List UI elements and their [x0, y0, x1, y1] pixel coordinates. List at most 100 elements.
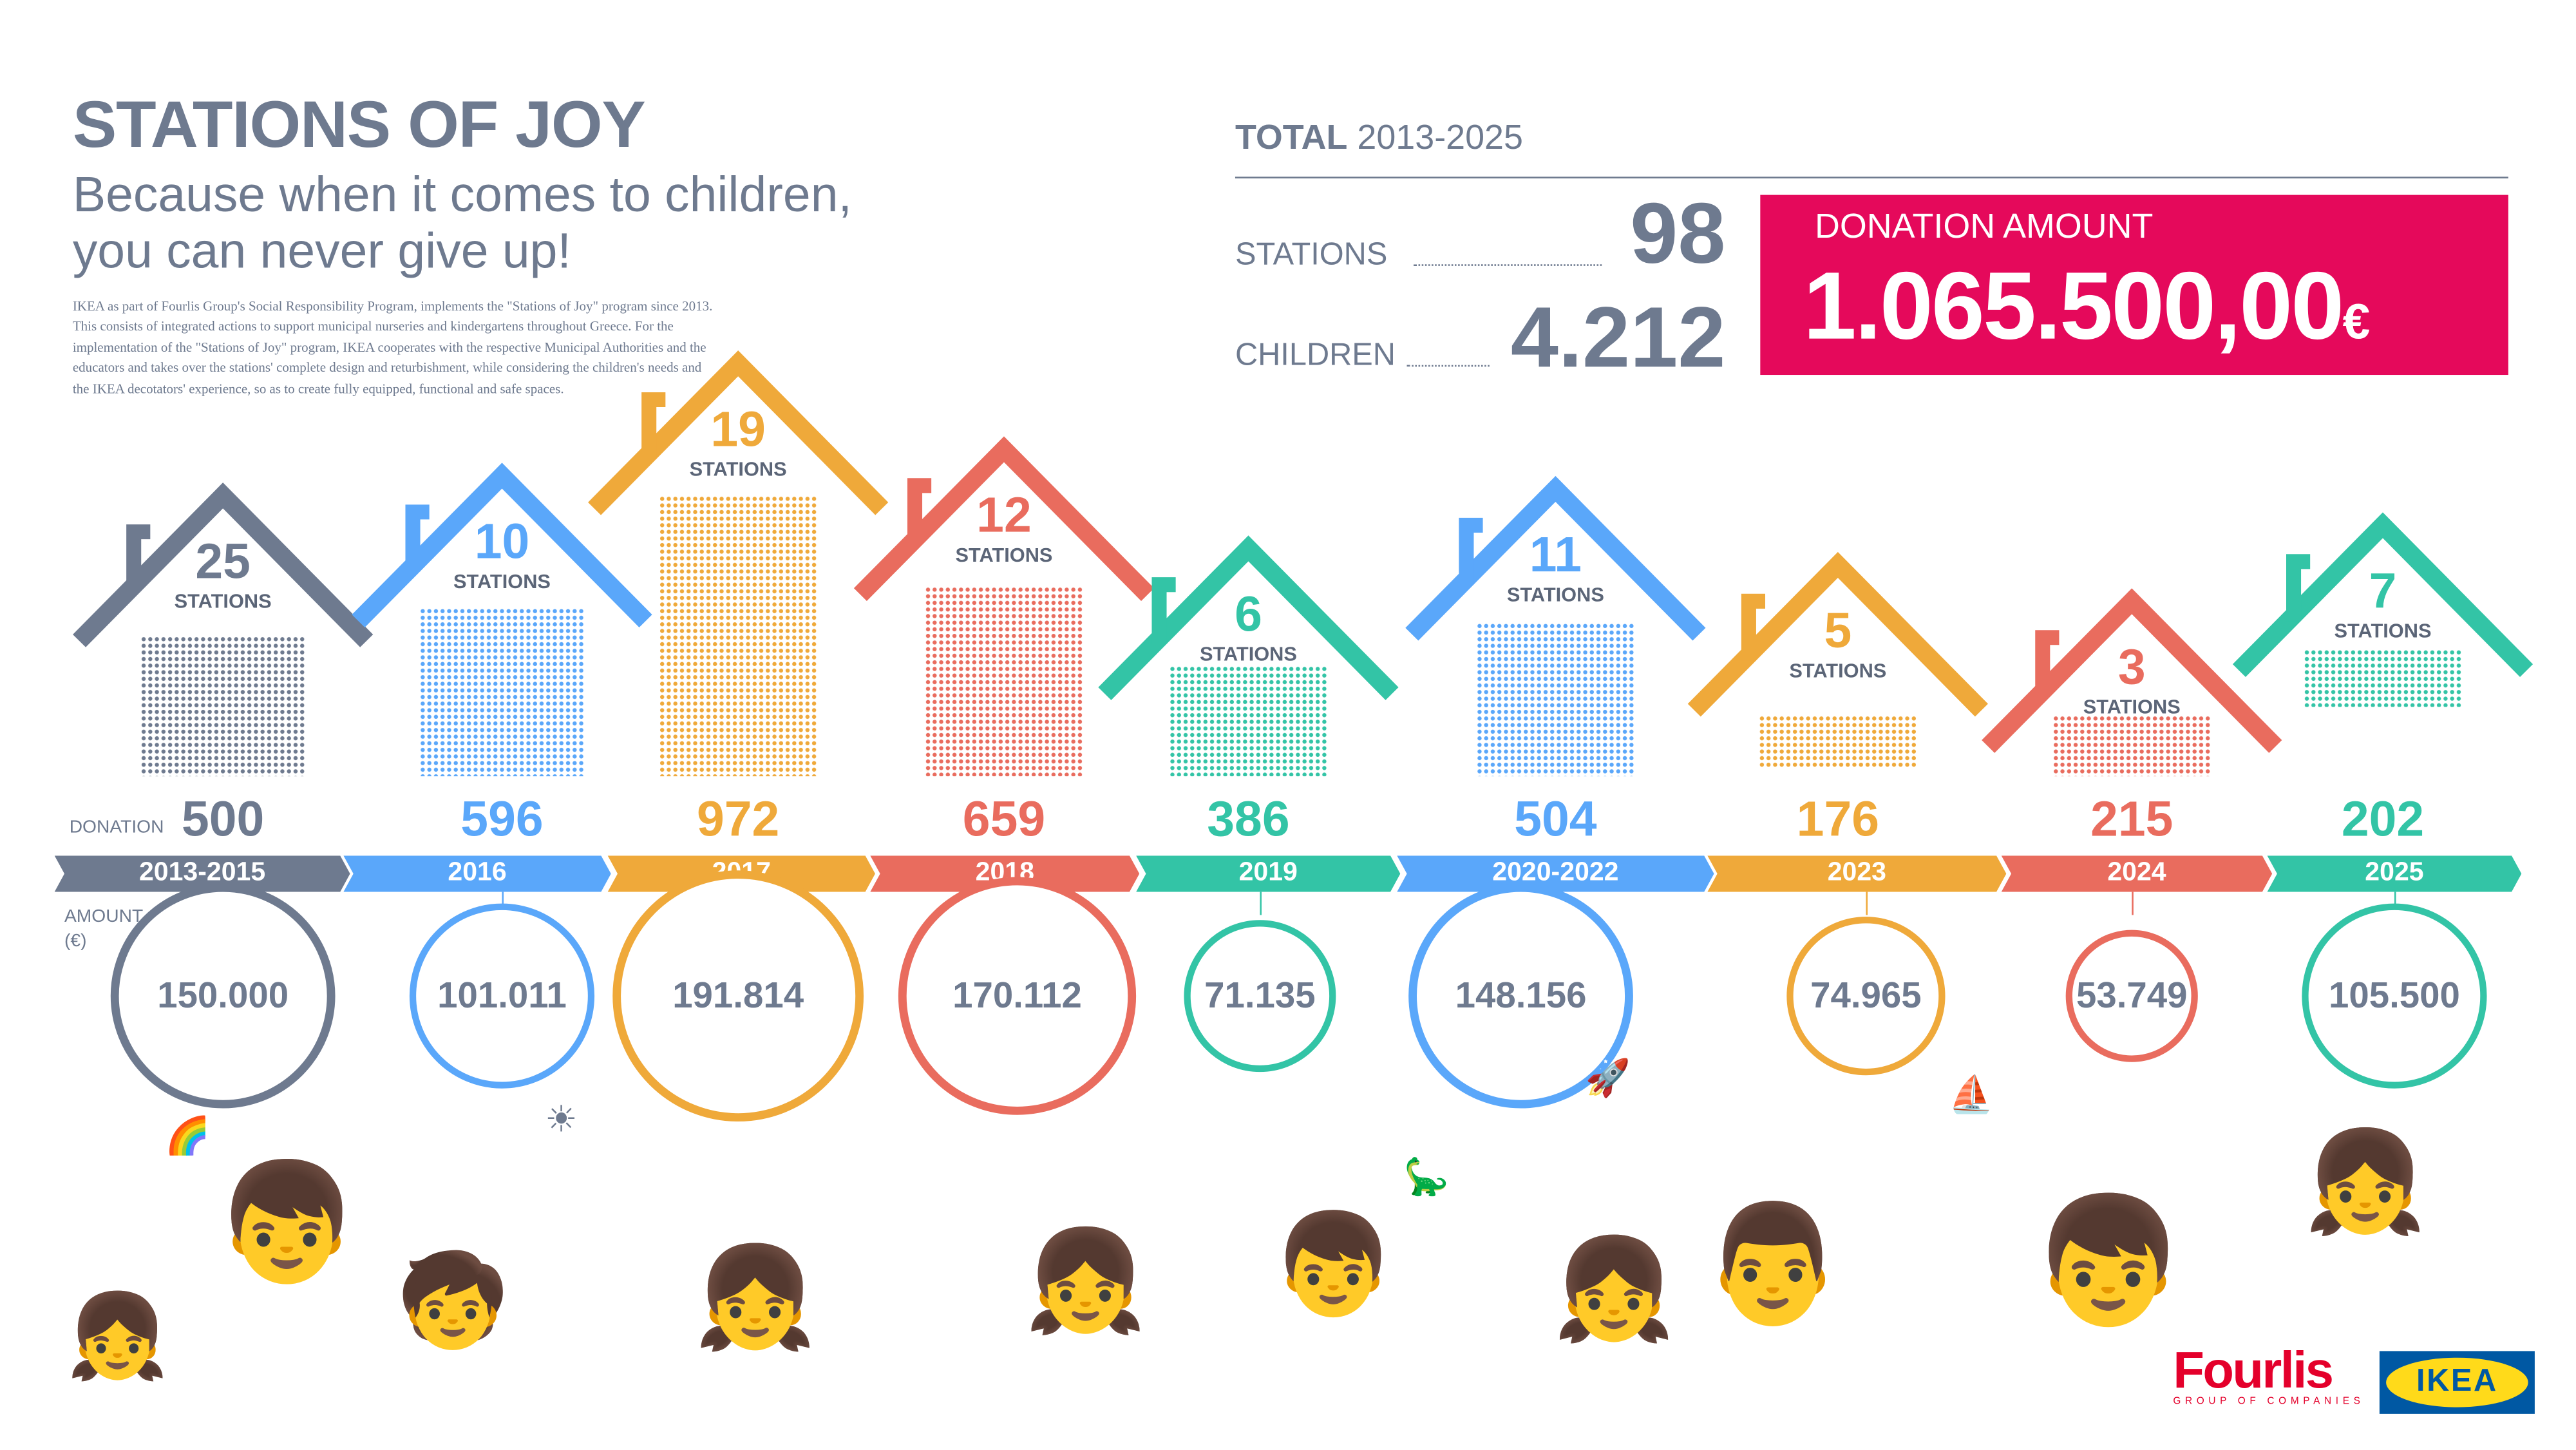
- child-illustration: 👨: [1701, 1199, 1845, 1328]
- connector-line: [1260, 892, 1262, 915]
- donation-amount-circle: 150.000: [110, 883, 336, 1109]
- stations-count: 19: [710, 403, 766, 458]
- divider: [1235, 176, 2508, 178]
- donation-amount-circle: 170.112: [898, 877, 1137, 1115]
- intro-paragraph: IKEA as part of Fourlis Group's Social R…: [72, 299, 713, 396]
- sun-icon: ☀: [545, 1098, 578, 1140]
- subtitle-line: Because when it comes to children,: [72, 168, 852, 224]
- stations-count: 12: [976, 488, 1032, 544]
- donation-amount-circle: 191.814: [612, 870, 864, 1122]
- house-roof-icon: [1405, 475, 1706, 641]
- chimney: [641, 392, 666, 459]
- children-dot-grid: [140, 636, 306, 777]
- stations-count: 7: [2369, 564, 2397, 620]
- ikea-logo: IKEA: [2379, 1351, 2535, 1414]
- children-dot-grid: [2052, 715, 2211, 777]
- donation-amount-circle: 148.156: [1408, 883, 1633, 1109]
- children-count: 202: [2341, 792, 2425, 848]
- period-label: 2013-2015: [54, 855, 350, 892]
- roof-line: [2232, 512, 2533, 677]
- period-label: 2020-2022: [1397, 855, 1714, 892]
- connector-line: [2132, 892, 2134, 915]
- total-label: TOTAL: [1235, 119, 1348, 157]
- stations-count: 3: [2117, 640, 2146, 696]
- stations-count: 11: [1529, 528, 1582, 584]
- stations-count: 10: [474, 515, 530, 570]
- stations-label: STATIONS: [2334, 619, 2432, 643]
- donation-amount-circle: 71.135: [1184, 920, 1336, 1073]
- child-illustration: 👧: [2303, 1126, 2427, 1237]
- chimney: [1741, 593, 1766, 661]
- children-dot-grid: [419, 607, 585, 777]
- child-illustration: 👦: [1271, 1208, 1395, 1320]
- children-dot-grid: [1169, 665, 1328, 777]
- children-dot-grid: [659, 495, 818, 777]
- chimney: [2035, 630, 2060, 698]
- chimney: [1459, 517, 1483, 585]
- ikea-wordmark: IKEA: [2386, 1357, 2528, 1407]
- stations-label: STATIONS: [1199, 642, 1297, 666]
- stations-count: 25: [195, 535, 251, 590]
- donation-amount-circle: 101.011: [409, 903, 595, 1089]
- amount-row-label: AMOUNT (€): [64, 905, 143, 955]
- children-count: 596: [460, 792, 544, 848]
- stations-count: 5: [1824, 604, 1852, 660]
- roof-line: [1405, 475, 1706, 641]
- house-roof-icon: [2232, 512, 2533, 677]
- stations-label: STATIONS: [955, 543, 1053, 567]
- children-dot-grid: [924, 586, 1084, 777]
- page-title: STATIONS OF JOY: [72, 89, 646, 162]
- donation-amount-circle: 74.965: [1786, 917, 1946, 1076]
- child-illustration: 👦: [214, 1158, 359, 1287]
- children-total: 4.212: [1510, 291, 1726, 386]
- fourlis-logo: Fourlis GROUP OF COMPANIES: [2173, 1344, 2364, 1407]
- stations-label: STATIONS: [453, 569, 551, 593]
- leader-dots: [1413, 264, 1602, 266]
- children-dot-grid: [2303, 649, 2463, 707]
- child-illustration: 👧: [1023, 1225, 1148, 1337]
- stations-label: STATIONS: [174, 589, 272, 613]
- totals-heading: TOTAL 2013-2025: [1235, 119, 1523, 159]
- period-label: 2025: [2267, 855, 2522, 892]
- roof-line: [588, 350, 889, 515]
- rainbow-icon: 🌈: [165, 1114, 211, 1156]
- children-dot-grid: [1758, 715, 1917, 768]
- donation-amount-value: 1.065.500,00€: [1803, 251, 2371, 362]
- total-period: 2013-2025: [1357, 119, 1523, 157]
- connector-line: [1866, 892, 1868, 915]
- children-count: 504: [1514, 792, 1597, 848]
- child-illustration: 🧒: [396, 1248, 509, 1351]
- rocket-icon: 🚀: [1585, 1057, 1631, 1099]
- sailboat-icon: ⛵: [1948, 1073, 1994, 1115]
- child-illustration: 👧: [693, 1242, 817, 1353]
- subtitle: Because when it comes to children, you c…: [73, 169, 998, 281]
- currency-label: (€): [64, 931, 87, 951]
- children-count: 500: [181, 792, 265, 848]
- dinosaur-icon: 🦕: [1403, 1156, 1449, 1197]
- house-roof-icon: [73, 482, 374, 647]
- children-count: 215: [2090, 792, 2174, 848]
- currency-symbol: €: [2342, 295, 2371, 350]
- chimney: [907, 478, 932, 546]
- stations-label: STATIONS: [1789, 659, 1887, 682]
- period-label: 2016: [343, 855, 611, 892]
- stations-total: 98: [1630, 186, 1726, 283]
- house-roof-icon: [1098, 535, 1399, 700]
- period-label: 2019: [1136, 855, 1401, 892]
- child-illustration: 👧: [1552, 1234, 1676, 1345]
- donation-amount-number: 1.065.500,00: [1803, 253, 2344, 360]
- children-count: 659: [962, 792, 1046, 848]
- stations-count: 6: [1235, 587, 1262, 643]
- roof-line: [352, 463, 652, 628]
- amount-label: AMOUNT: [64, 906, 144, 927]
- roof-line: [1687, 551, 1988, 717]
- chimney: [405, 504, 430, 572]
- children-label: CHILDREN: [1235, 338, 1396, 374]
- house-roof-icon: [1982, 588, 2282, 753]
- period-label: 2023: [1707, 855, 2007, 892]
- stations-label: STATIONS: [2083, 695, 2181, 719]
- donation-amount-circle: 105.500: [2302, 903, 2487, 1089]
- leader-dots: [1406, 365, 1490, 367]
- child-illustration: 👦: [2031, 1190, 2186, 1330]
